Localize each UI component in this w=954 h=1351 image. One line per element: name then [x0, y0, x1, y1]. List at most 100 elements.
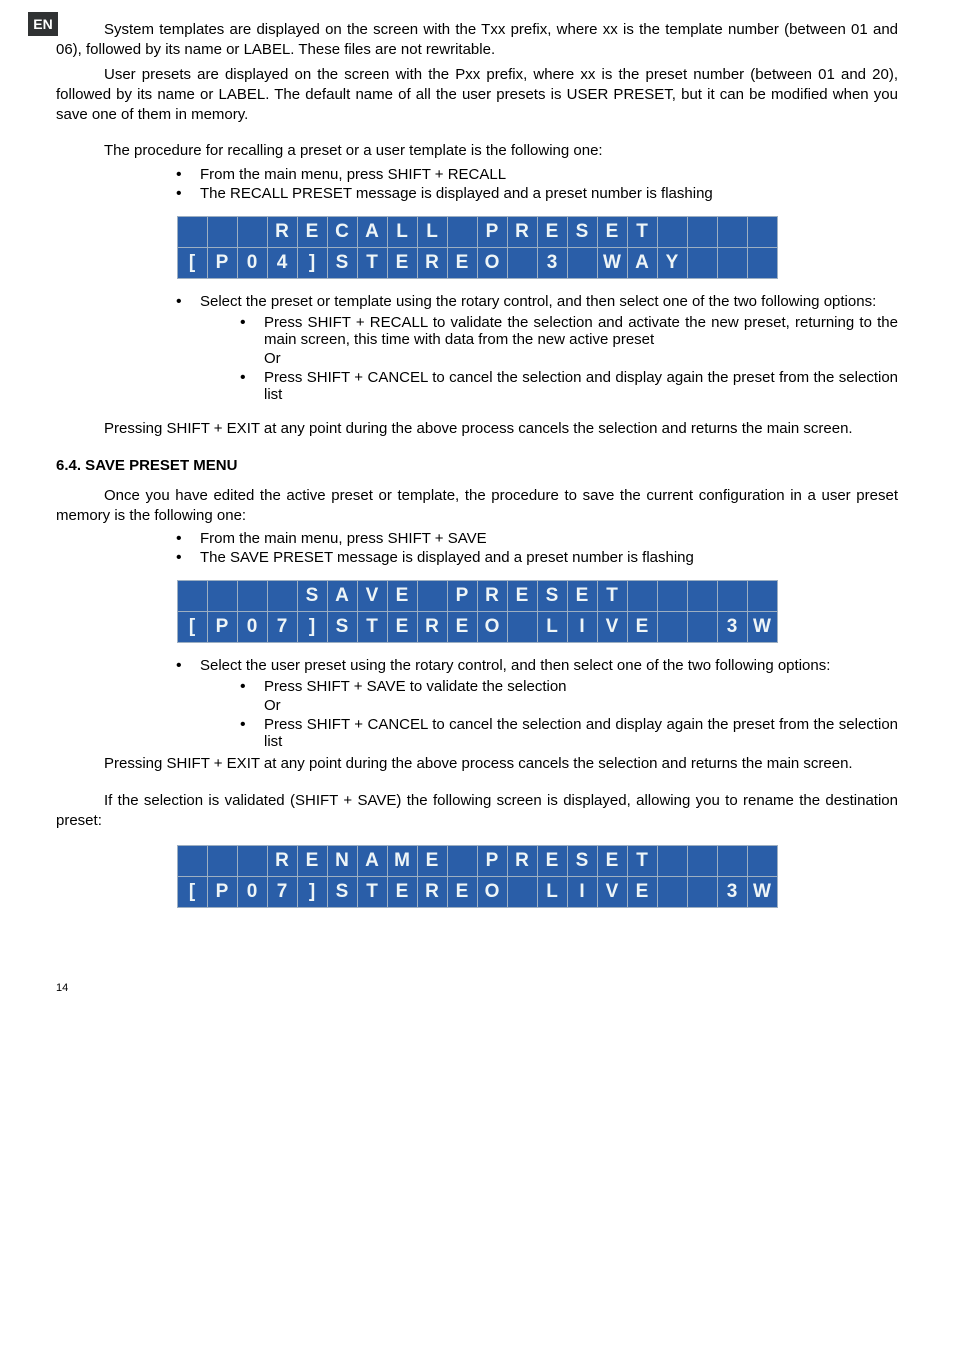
lcd-cell — [747, 247, 777, 278]
lcd-cell: E — [537, 216, 567, 247]
list-item: From the main menu, press SHIFT + SAVE — [176, 530, 898, 547]
lcd-cell — [687, 877, 717, 908]
lcd-cell — [207, 581, 237, 612]
lcd-cell: 0 — [237, 612, 267, 643]
lcd-cell: E — [507, 581, 537, 612]
lcd-cell: C — [327, 216, 357, 247]
lcd-cell: R — [417, 612, 447, 643]
lcd-cell: P — [207, 247, 237, 278]
bullet-list-save-steps: From the main menu, press SHIFT + SAVE T… — [56, 530, 898, 566]
lcd-cell: P — [447, 581, 477, 612]
paragraph-save-procedure: Once you have edited the active preset o… — [56, 486, 898, 527]
lcd-cell: 0 — [237, 877, 267, 908]
list-item: From the main menu, press SHIFT + RECALL — [176, 166, 898, 183]
lcd-cell: A — [357, 846, 387, 877]
lcd-cell: ] — [297, 877, 327, 908]
list-item: Press SHIFT + CANCEL to cancel the selec… — [240, 716, 898, 750]
lcd-cell — [237, 216, 267, 247]
paragraph-system-templates: System templates are displayed on the sc… — [56, 20, 898, 61]
lcd-display-rename: R E N A M E P R E S E T [ P 0 — [56, 845, 898, 908]
lcd-cell: [ — [177, 247, 207, 278]
lcd-cell — [657, 877, 687, 908]
lcd-cell: 4 — [267, 247, 297, 278]
lcd-cell: 7 — [267, 877, 297, 908]
or-text: Or — [240, 697, 898, 714]
lcd-cell: I — [567, 877, 597, 908]
paragraph-recall-procedure: The procedure for recalling a preset or … — [56, 141, 898, 161]
lcd-cell: I — [567, 612, 597, 643]
lcd-cell — [237, 846, 267, 877]
lcd-cell: S — [537, 581, 567, 612]
lcd-cell: T — [357, 877, 387, 908]
lcd-cell — [687, 581, 717, 612]
lcd-cell — [747, 216, 777, 247]
lcd-cell: V — [357, 581, 387, 612]
lcd-cell: S — [327, 247, 357, 278]
lcd-cell: O — [477, 612, 507, 643]
lcd-cell: O — [477, 877, 507, 908]
lcd-cell — [687, 247, 717, 278]
lcd-cell — [747, 581, 777, 612]
lcd-cell: E — [417, 846, 447, 877]
lcd-cell: P — [477, 216, 507, 247]
lcd-cell: L — [537, 612, 567, 643]
lcd-cell: R — [267, 846, 297, 877]
lcd-cell — [507, 877, 537, 908]
lcd-cell: T — [627, 846, 657, 877]
lcd-cell — [417, 581, 447, 612]
heading-save-preset-menu: 6.4. SAVE PRESET MENU — [56, 457, 898, 474]
sub-bullet-list: Press SHIFT + RECALL to validate the sel… — [200, 314, 898, 403]
lcd-cell: E — [627, 612, 657, 643]
lcd-cell — [657, 612, 687, 643]
bullet-list-select-preset: Select the preset or template using the … — [56, 293, 898, 403]
lcd-cell: P — [207, 877, 237, 908]
lcd-cell: W — [747, 612, 777, 643]
lcd-cell: E — [387, 612, 417, 643]
lcd-cell: S — [567, 846, 597, 877]
lcd-cell: 7 — [267, 612, 297, 643]
lang-badge: EN — [28, 12, 58, 36]
lcd-cell: L — [387, 216, 417, 247]
lcd-cell: [ — [177, 612, 207, 643]
lcd-cell — [267, 581, 297, 612]
lcd-cell: 3 — [717, 612, 747, 643]
lcd-display-recall: R E C A L L P R E S E T [ P 0 — [56, 216, 898, 279]
lcd-cell — [207, 846, 237, 877]
lcd-cell: S — [327, 612, 357, 643]
paragraph-exit-cancel-save: Pressing SHIFT + EXIT at any point durin… — [56, 754, 898, 774]
lcd-cell: ] — [297, 247, 327, 278]
list-item: The SAVE PRESET message is displayed and… — [176, 549, 898, 566]
lcd-cell — [507, 612, 537, 643]
lcd-cell: 3 — [717, 877, 747, 908]
list-item: Press SHIFT + RECALL to validate the sel… — [240, 314, 898, 348]
lcd-cell: W — [747, 877, 777, 908]
lcd-cell: S — [297, 581, 327, 612]
lcd-cell: E — [387, 247, 417, 278]
page-number: 14 — [56, 982, 68, 994]
lcd-cell: T — [627, 216, 657, 247]
list-item: Select the preset or template using the … — [176, 293, 898, 403]
lcd-cell — [237, 581, 267, 612]
lcd-cell: P — [207, 612, 237, 643]
lcd-cell — [717, 846, 747, 877]
lcd-cell: T — [597, 581, 627, 612]
lcd-cell — [657, 581, 687, 612]
lcd-cell — [177, 216, 207, 247]
bullet-list-select-user-preset: Select the user preset using the rotary … — [56, 657, 898, 750]
lcd-cell — [687, 216, 717, 247]
lcd-cell: A — [327, 581, 357, 612]
lcd-cell: E — [297, 216, 327, 247]
lcd-cell: P — [477, 846, 507, 877]
paragraph-rename-info: If the selection is validated (SHIFT + S… — [56, 791, 898, 832]
lcd-cell: V — [597, 877, 627, 908]
lcd-cell: N — [327, 846, 357, 877]
list-item: Press SHIFT + SAVE to validate the selec… — [240, 678, 898, 695]
list-item-text: Select the user preset using the rotary … — [200, 657, 830, 674]
lcd-cell: R — [507, 846, 537, 877]
lcd-cell — [657, 216, 687, 247]
lcd-cell: L — [417, 216, 447, 247]
lcd-cell: E — [567, 581, 597, 612]
lcd-cell: E — [297, 846, 327, 877]
lcd-cell: ] — [297, 612, 327, 643]
lcd-cell: E — [627, 877, 657, 908]
